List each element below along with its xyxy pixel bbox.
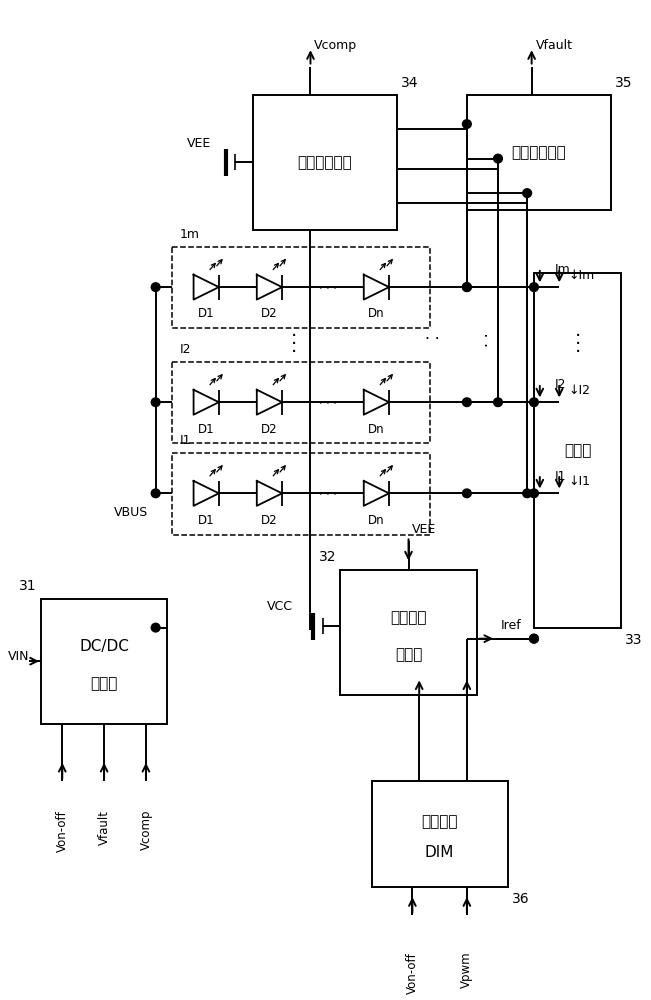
Circle shape bbox=[462, 398, 471, 407]
Bar bbox=[41, 599, 167, 724]
Circle shape bbox=[151, 489, 160, 498]
Text: DIM: DIM bbox=[425, 845, 454, 860]
Circle shape bbox=[530, 634, 538, 643]
Circle shape bbox=[530, 489, 538, 498]
Text: 电压补偿电路: 电压补偿电路 bbox=[298, 155, 352, 170]
Text: Dn: Dn bbox=[368, 423, 385, 436]
Text: ↓I1: ↓I1 bbox=[568, 475, 590, 488]
Text: 产生器: 产生器 bbox=[395, 647, 422, 662]
Text: Vpwm: Vpwm bbox=[460, 952, 473, 988]
Text: ·: · bbox=[290, 335, 297, 354]
Circle shape bbox=[530, 283, 538, 291]
Text: ·: · bbox=[575, 343, 581, 362]
Bar bbox=[340, 570, 477, 695]
Text: ↓Im: ↓Im bbox=[568, 269, 594, 282]
Bar bbox=[253, 95, 397, 230]
Text: D2: D2 bbox=[261, 514, 278, 527]
Text: 33: 33 bbox=[626, 633, 643, 647]
Text: VCC: VCC bbox=[267, 600, 293, 613]
Bar bbox=[467, 95, 611, 210]
Text: D1: D1 bbox=[198, 514, 215, 527]
Circle shape bbox=[462, 283, 471, 291]
Text: Vcomp: Vcomp bbox=[314, 39, 357, 52]
Text: 36: 36 bbox=[512, 892, 529, 906]
Text: Im: Im bbox=[555, 263, 570, 276]
Text: DC/DC: DC/DC bbox=[79, 639, 129, 654]
Text: VEE: VEE bbox=[412, 523, 437, 536]
Text: I1: I1 bbox=[555, 470, 566, 483]
Text: · · ·: · · · bbox=[319, 399, 337, 409]
Circle shape bbox=[151, 283, 160, 291]
Bar bbox=[172, 247, 430, 328]
Text: 参考电流: 参考电流 bbox=[390, 610, 427, 625]
Text: VEE: VEE bbox=[187, 137, 212, 150]
Text: I2: I2 bbox=[180, 343, 191, 356]
Text: Von-off: Von-off bbox=[56, 810, 69, 852]
Circle shape bbox=[151, 398, 160, 407]
Text: · ·: · · bbox=[480, 333, 496, 347]
Text: D1: D1 bbox=[198, 423, 215, 436]
Bar bbox=[172, 453, 430, 535]
Text: ↓I2: ↓I2 bbox=[568, 384, 590, 397]
Text: ·: · bbox=[575, 327, 581, 346]
Circle shape bbox=[493, 398, 503, 407]
Bar bbox=[534, 273, 622, 628]
Text: · · ·: · · · bbox=[319, 490, 337, 500]
Text: 过压检测电路: 过压检测电路 bbox=[512, 145, 566, 160]
Text: D2: D2 bbox=[261, 307, 278, 320]
Text: VBUS: VBUS bbox=[114, 506, 148, 519]
Text: I1: I1 bbox=[180, 434, 191, 447]
Text: 电流镜: 电流镜 bbox=[564, 443, 591, 458]
Circle shape bbox=[493, 154, 503, 163]
Bar bbox=[172, 362, 430, 443]
Circle shape bbox=[523, 189, 531, 197]
Text: 转换器: 转换器 bbox=[90, 676, 118, 691]
Text: 31: 31 bbox=[20, 579, 37, 593]
Text: 34: 34 bbox=[401, 76, 418, 90]
Circle shape bbox=[462, 120, 471, 128]
Circle shape bbox=[530, 398, 538, 407]
Circle shape bbox=[530, 634, 538, 643]
Text: 1m: 1m bbox=[180, 228, 200, 241]
Text: · · ·: · · · bbox=[319, 284, 337, 294]
Circle shape bbox=[151, 623, 160, 632]
Text: D1: D1 bbox=[198, 307, 215, 320]
Text: · ·: · · bbox=[424, 332, 439, 347]
Text: D2: D2 bbox=[261, 423, 278, 436]
Text: Vcomp: Vcomp bbox=[139, 810, 152, 850]
Text: Iref: Iref bbox=[501, 619, 521, 632]
Text: Dn: Dn bbox=[368, 307, 385, 320]
Text: VIN: VIN bbox=[8, 650, 29, 663]
Text: I2: I2 bbox=[555, 378, 566, 391]
Circle shape bbox=[462, 283, 471, 291]
Circle shape bbox=[462, 489, 471, 498]
Text: Von-off: Von-off bbox=[406, 952, 419, 994]
Text: 32: 32 bbox=[319, 550, 337, 564]
Text: ·: · bbox=[290, 327, 297, 346]
Text: 35: 35 bbox=[615, 76, 632, 90]
Text: Vfault: Vfault bbox=[536, 39, 572, 52]
Circle shape bbox=[523, 489, 531, 498]
Text: 调光电路: 调光电路 bbox=[421, 814, 458, 829]
Text: ·: · bbox=[575, 335, 581, 354]
Text: ·: · bbox=[290, 343, 297, 362]
Text: Dn: Dn bbox=[368, 514, 385, 527]
Text: Vfault: Vfault bbox=[98, 810, 111, 845]
Bar bbox=[372, 781, 508, 887]
